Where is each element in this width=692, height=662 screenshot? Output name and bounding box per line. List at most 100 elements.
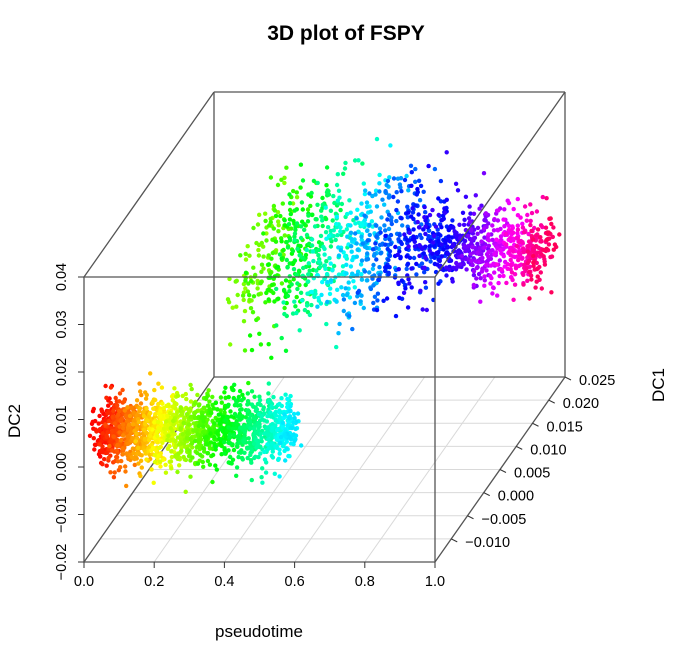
data-point: [360, 161, 365, 166]
data-point: [282, 412, 287, 417]
data-point: [544, 237, 550, 242]
data-point: [393, 313, 399, 319]
data-point: [228, 454, 233, 460]
data-point: [247, 253, 252, 258]
data-point: [269, 256, 274, 261]
data-point: [302, 227, 307, 232]
data-point: [526, 231, 531, 237]
data-point: [130, 422, 136, 427]
data-point: [317, 259, 322, 264]
data-point: [338, 207, 343, 213]
data-point: [266, 287, 271, 292]
data-point: [421, 251, 426, 256]
data-point: [269, 355, 274, 360]
data-point: [141, 427, 147, 433]
data-point: [139, 392, 144, 398]
data-point: [186, 407, 191, 412]
data-point: [550, 234, 555, 240]
data-point: [262, 411, 267, 416]
data-point: [137, 406, 143, 411]
data-point: [87, 433, 93, 438]
x-tick-label: 0.0: [74, 574, 94, 590]
data-point: [501, 246, 506, 251]
data-point: [165, 413, 170, 418]
data-point: [115, 442, 120, 448]
data-point: [118, 438, 124, 443]
data-point: [181, 420, 186, 426]
data-point: [336, 272, 342, 277]
data-point: [278, 434, 284, 440]
data-point: [302, 222, 307, 227]
z-tick-label: −0.01: [54, 496, 70, 533]
data-point: [346, 280, 351, 285]
data-point: [184, 396, 189, 402]
data-point: [124, 483, 129, 489]
data-point: [397, 233, 402, 238]
data-point: [245, 391, 250, 396]
data-point: [91, 436, 97, 441]
data-point: [309, 243, 315, 248]
data-point: [462, 238, 468, 244]
data-point: [406, 244, 411, 249]
data-point: [543, 225, 549, 230]
data-point: [344, 227, 349, 232]
data-point: [499, 267, 504, 272]
data-point: [215, 407, 220, 412]
data-point: [422, 204, 427, 210]
data-point: [172, 386, 177, 391]
data-point: [117, 409, 122, 414]
data-point: [164, 419, 169, 424]
data-point: [151, 406, 156, 411]
data-point: [254, 240, 259, 246]
data-point: [226, 440, 231, 445]
data-point: [506, 223, 512, 229]
data-point: [412, 244, 418, 249]
data-point: [387, 237, 392, 242]
data-point: [314, 268, 319, 273]
data-point: [432, 243, 437, 249]
data-point: [188, 399, 194, 404]
data-point: [480, 255, 485, 261]
data-point: [153, 412, 158, 417]
data-point: [477, 206, 482, 211]
data-point: [282, 305, 287, 311]
data-point: [386, 212, 392, 217]
data-point: [527, 269, 532, 275]
data-point: [508, 228, 514, 233]
z-axis-label: DC2: [5, 404, 24, 438]
data-point: [112, 470, 117, 475]
data-point: [243, 278, 248, 283]
data-point: [264, 290, 269, 296]
data-point: [288, 441, 294, 446]
data-point: [368, 209, 373, 214]
data-point: [349, 249, 354, 254]
data-point: [475, 241, 480, 247]
data-point: [122, 399, 127, 404]
data-point: [348, 223, 353, 228]
data-point: [287, 289, 292, 294]
data-point: [180, 432, 185, 437]
data-point: [161, 426, 167, 431]
data-point: [334, 344, 339, 350]
data-point: [116, 412, 121, 417]
data-point: [247, 333, 253, 338]
data-point: [281, 415, 286, 421]
data-point: [347, 198, 352, 203]
data-point: [238, 253, 243, 258]
data-point: [362, 213, 367, 218]
data-point: [442, 206, 447, 211]
data-point: [204, 395, 209, 400]
data-point: [388, 143, 393, 148]
data-point: [399, 216, 404, 221]
data-point: [152, 420, 157, 425]
data-point: [359, 272, 364, 277]
data-point: [417, 243, 422, 248]
data-point: [385, 178, 391, 184]
data-point: [186, 422, 192, 427]
data-point: [189, 441, 195, 446]
data-point: [117, 399, 122, 404]
data-point: [252, 394, 257, 399]
data-point: [414, 192, 419, 197]
data-point: [218, 426, 223, 431]
data-point: [156, 381, 161, 386]
